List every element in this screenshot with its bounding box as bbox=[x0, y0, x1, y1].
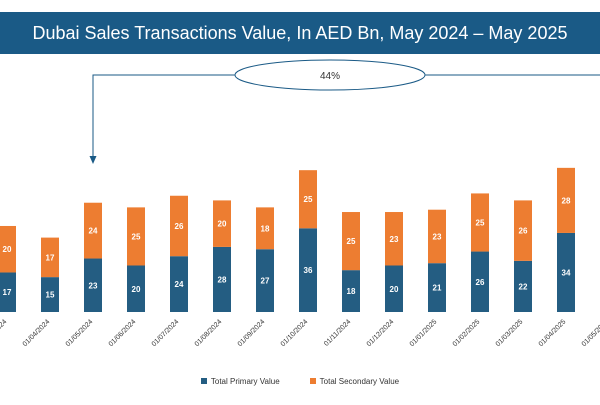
x-tick-label-4: 01/07/2024 bbox=[151, 318, 181, 348]
chart-title: Dubai Sales Transactions Value, In AED B… bbox=[32, 22, 568, 43]
data-label-primary-8: 18 bbox=[347, 287, 356, 296]
data-label-secondary-13: 28 bbox=[562, 196, 571, 205]
bar-secondary-13 bbox=[557, 167, 575, 233]
data-label-secondary-5: 20 bbox=[218, 220, 227, 229]
bar-primary-3 bbox=[127, 265, 145, 312]
x-tick-label-0: 01/03/2024 bbox=[0, 318, 8, 348]
x-tick-label-7: 01/10/2024 bbox=[280, 318, 310, 348]
bar-secondary-10 bbox=[428, 209, 446, 264]
legend-swatch-secondary bbox=[309, 378, 316, 384]
bar-primary-4 bbox=[170, 256, 188, 312]
data-label-secondary-2: 24 bbox=[89, 227, 98, 236]
data-label-primary-0: 17 bbox=[3, 288, 12, 297]
bar-primary-7 bbox=[299, 228, 317, 312]
data-label-secondary-6: 18 bbox=[261, 224, 270, 233]
x-tick-label-11: 01/02/2025 bbox=[452, 318, 482, 348]
data-label-primary-1: 15 bbox=[46, 291, 55, 300]
legend-item-primary: Total Primary Value bbox=[200, 376, 280, 386]
data-label-primary-12: 22 bbox=[519, 282, 528, 291]
x-tick-label-8: 01/11/2024 bbox=[323, 318, 352, 347]
x-tick-label-2: 01/05/2024 bbox=[65, 318, 95, 348]
legend-label-primary: Total Primary Value bbox=[210, 376, 280, 386]
bar-secondary-11 bbox=[471, 193, 489, 252]
data-label-secondary-7: 25 bbox=[304, 195, 313, 204]
data-label-primary-3: 20 bbox=[132, 285, 141, 294]
bar-primary-1 bbox=[41, 277, 59, 312]
data-label-secondary-3: 25 bbox=[132, 232, 141, 241]
bar-primary-2 bbox=[84, 258, 102, 312]
x-tick-label-6: 01/09/2024 bbox=[237, 318, 267, 348]
bar-primary-10 bbox=[428, 263, 446, 312]
data-label-primary-4: 24 bbox=[175, 280, 184, 289]
legend-item-secondary: Total Secondary Value bbox=[309, 376, 400, 386]
data-label-secondary-12: 26 bbox=[519, 227, 528, 236]
annotation-line-left bbox=[92, 74, 235, 158]
x-tick-label-3: 01/06/2024 bbox=[108, 318, 138, 348]
data-label-secondary-11: 25 bbox=[476, 218, 485, 227]
x-tick-label-13: 01/04/2025 bbox=[538, 318, 568, 348]
bar-secondary-2 bbox=[84, 202, 102, 259]
bar-primary-9 bbox=[385, 265, 403, 312]
bar-primary-11 bbox=[471, 251, 489, 312]
data-label-secondary-4: 26 bbox=[175, 222, 184, 231]
chart-title-bar: Dubai Sales Transactions Value, In AED B… bbox=[0, 12, 600, 54]
legend-swatch-primary bbox=[200, 378, 207, 384]
data-label-primary-13: 34 bbox=[562, 268, 571, 277]
bar-primary-8 bbox=[342, 270, 360, 312]
bar-primary-12 bbox=[514, 260, 532, 312]
bar-secondary-1 bbox=[41, 237, 59, 278]
bar-primary-5 bbox=[213, 246, 231, 312]
chart-legend: Total Primary Value Total Secondary Valu… bbox=[0, 373, 600, 389]
annotation-arrowhead-left bbox=[89, 156, 97, 164]
bar-secondary-6 bbox=[256, 207, 274, 250]
data-label-primary-10: 21 bbox=[433, 284, 442, 293]
data-label-primary-2: 23 bbox=[89, 281, 98, 290]
legend-label-secondary: Total Secondary Value bbox=[319, 376, 400, 386]
data-label-secondary-9: 23 bbox=[390, 235, 399, 244]
bar-secondary-5 bbox=[213, 200, 231, 247]
bar-primary-0 bbox=[0, 272, 16, 312]
data-label-primary-9: 20 bbox=[390, 285, 399, 294]
x-tick-label-10: 01/01/2025 bbox=[409, 318, 439, 348]
bar-secondary-0 bbox=[0, 225, 16, 273]
bar-primary-6 bbox=[256, 249, 274, 312]
data-label-primary-6: 27 bbox=[261, 277, 270, 286]
bar-secondary-3 bbox=[127, 207, 145, 266]
annotation-label: 44% bbox=[320, 71, 340, 82]
data-label-primary-5: 28 bbox=[218, 275, 227, 284]
data-label-secondary-8: 25 bbox=[347, 237, 356, 246]
bar-secondary-12 bbox=[514, 200, 532, 261]
data-label-secondary-1: 17 bbox=[46, 253, 55, 262]
data-label-secondary-0: 20 bbox=[3, 245, 12, 254]
x-tick-label-14: 01/05/2025 bbox=[581, 318, 600, 348]
x-tick-label-5: 01/08/2024 bbox=[194, 318, 224, 348]
x-tick-label-1: 01/04/2024 bbox=[22, 318, 52, 348]
data-label-primary-7: 36 bbox=[304, 266, 313, 275]
bar-secondary-4 bbox=[170, 195, 188, 257]
data-label-primary-11: 26 bbox=[476, 278, 485, 287]
annotation-line-right bbox=[425, 74, 600, 76]
data-label-secondary-10: 23 bbox=[433, 232, 442, 241]
x-tick-label-12: 01/03/2025 bbox=[495, 318, 525, 348]
bar-secondary-7 bbox=[299, 170, 317, 229]
bar-secondary-8 bbox=[342, 212, 360, 271]
bar-primary-13 bbox=[557, 232, 575, 312]
bar-secondary-9 bbox=[385, 212, 403, 266]
x-tick-label-9: 01/12/2024 bbox=[366, 318, 396, 348]
